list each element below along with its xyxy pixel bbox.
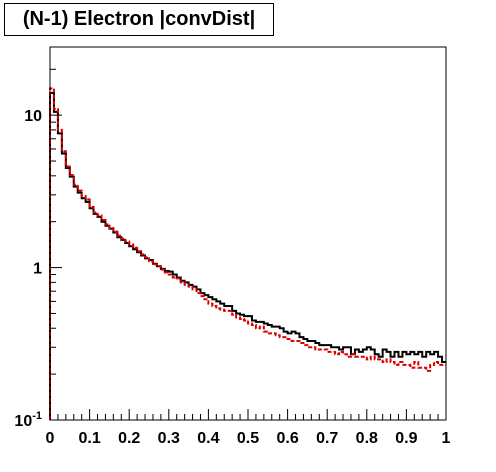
x-tick-label: 0.6 <box>276 430 298 447</box>
x-tick-label: 0.4 <box>197 430 219 447</box>
x-tick-label: 0 <box>46 430 55 447</box>
x-tick-label: 0.8 <box>356 430 378 447</box>
x-tick-label: 0.2 <box>118 430 140 447</box>
x-tick-label: 0.5 <box>237 430 259 447</box>
series-line-2 <box>49 87 446 420</box>
series-layer <box>49 87 446 420</box>
y-tick-label: 10-1 <box>14 410 42 430</box>
axis-layer: 0 0.1 0.2 0.3 0.4 0.5 0.6 0.7 0.8 0.9 1 10-1 1 10 <box>14 68 451 447</box>
plot-frame <box>49 46 447 421</box>
x-tick-label: 0.9 <box>395 430 417 447</box>
x-tick-label: 1 <box>442 430 451 447</box>
series-line-1 <box>49 91 446 420</box>
y-tick-label: 10 <box>24 108 42 125</box>
y-tick-label: 1 <box>33 261 42 278</box>
chart-title: (N-1) Electron |convDist| <box>4 3 274 36</box>
x-tick-label: 0.7 <box>316 430 338 447</box>
x-tick-label: 0.3 <box>158 430 180 447</box>
x-tick-label: 0.1 <box>78 430 100 447</box>
